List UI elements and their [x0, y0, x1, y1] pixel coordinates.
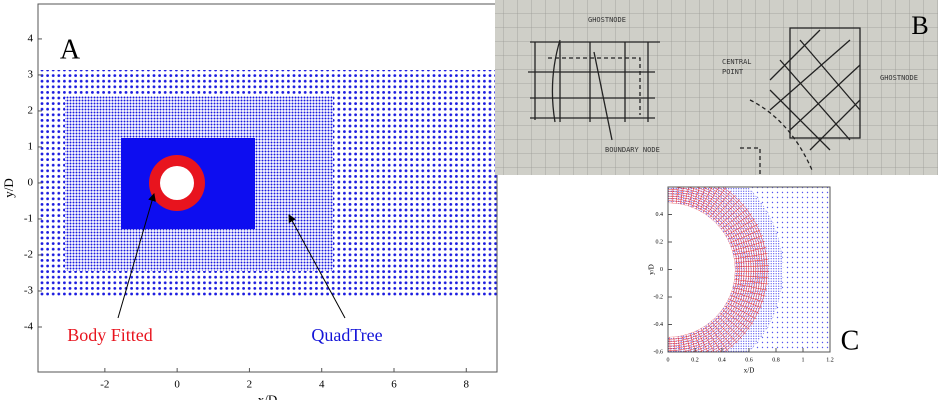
panel-letter: B	[911, 11, 928, 40]
sketch-label: GHOSTNODE	[588, 16, 626, 24]
x-axis-label: x/D	[744, 367, 755, 375]
x-tick-label: 2	[247, 379, 253, 391]
x-tick-label: 0.6	[745, 357, 753, 363]
y-tick-label: -0.6	[654, 349, 664, 355]
y-tick-label: 3	[28, 68, 34, 80]
figure: A B C -2 0 2 4 6 8 -4 -3 -2 -1 0 1 2 3 4 x/D y/D Body Fit…	[0, 0, 938, 400]
y-tick-label: -3	[24, 285, 34, 297]
x-tick-label: 8	[464, 379, 470, 391]
sketch-label: POINT	[722, 68, 744, 76]
x-tick-label: 1.2	[826, 357, 834, 363]
y-axis-label: y/D	[1, 178, 16, 198]
y-tick-label: 0	[28, 176, 34, 188]
panel-letter: C	[841, 325, 860, 356]
y-tick-label: 0	[660, 267, 663, 273]
x-tick-label: 6	[391, 379, 397, 391]
panel-letter: A	[60, 34, 81, 65]
y-tick-label: -4	[24, 321, 34, 333]
sketch-label: BOUNDARY NODE	[605, 146, 660, 154]
y-tick-label: -2	[24, 249, 33, 261]
x-tick-label: 0	[667, 357, 670, 363]
x-tick-label: 0.4	[718, 357, 726, 363]
y-tick-label: 0.2	[656, 239, 664, 245]
y-tick-label: -0.4	[654, 322, 664, 328]
x-tick-label: 1	[802, 357, 805, 363]
x-tick-label: 4	[319, 379, 325, 391]
annotation: Body Fitted	[67, 325, 153, 345]
mesh-c	[553, 155, 830, 385]
y-tick-label: 0.4	[656, 212, 664, 218]
y-axis-label: y/D	[648, 264, 656, 275]
y-tick-label: 2	[28, 104, 34, 116]
y-tick-label: -1	[24, 212, 33, 224]
y-tick-label: -0.2	[654, 294, 664, 300]
y-tick-label: 4	[28, 32, 34, 44]
y-tick-label: 1	[28, 140, 34, 152]
sketch-label: GHOSTNODE	[880, 74, 918, 82]
annotation: QuadTree	[311, 325, 382, 345]
mesh-a	[38, 70, 497, 297]
x-tick-label: -2	[100, 379, 109, 391]
x-axis-label: x/D	[258, 392, 278, 400]
x-tick-label: 0.8	[772, 357, 780, 363]
x-tick-label: 0.2	[691, 357, 699, 363]
sketch-photo: B	[495, 0, 938, 175]
x-tick-label: 0	[174, 379, 180, 391]
sketch-label: CENTRAL	[722, 58, 752, 66]
